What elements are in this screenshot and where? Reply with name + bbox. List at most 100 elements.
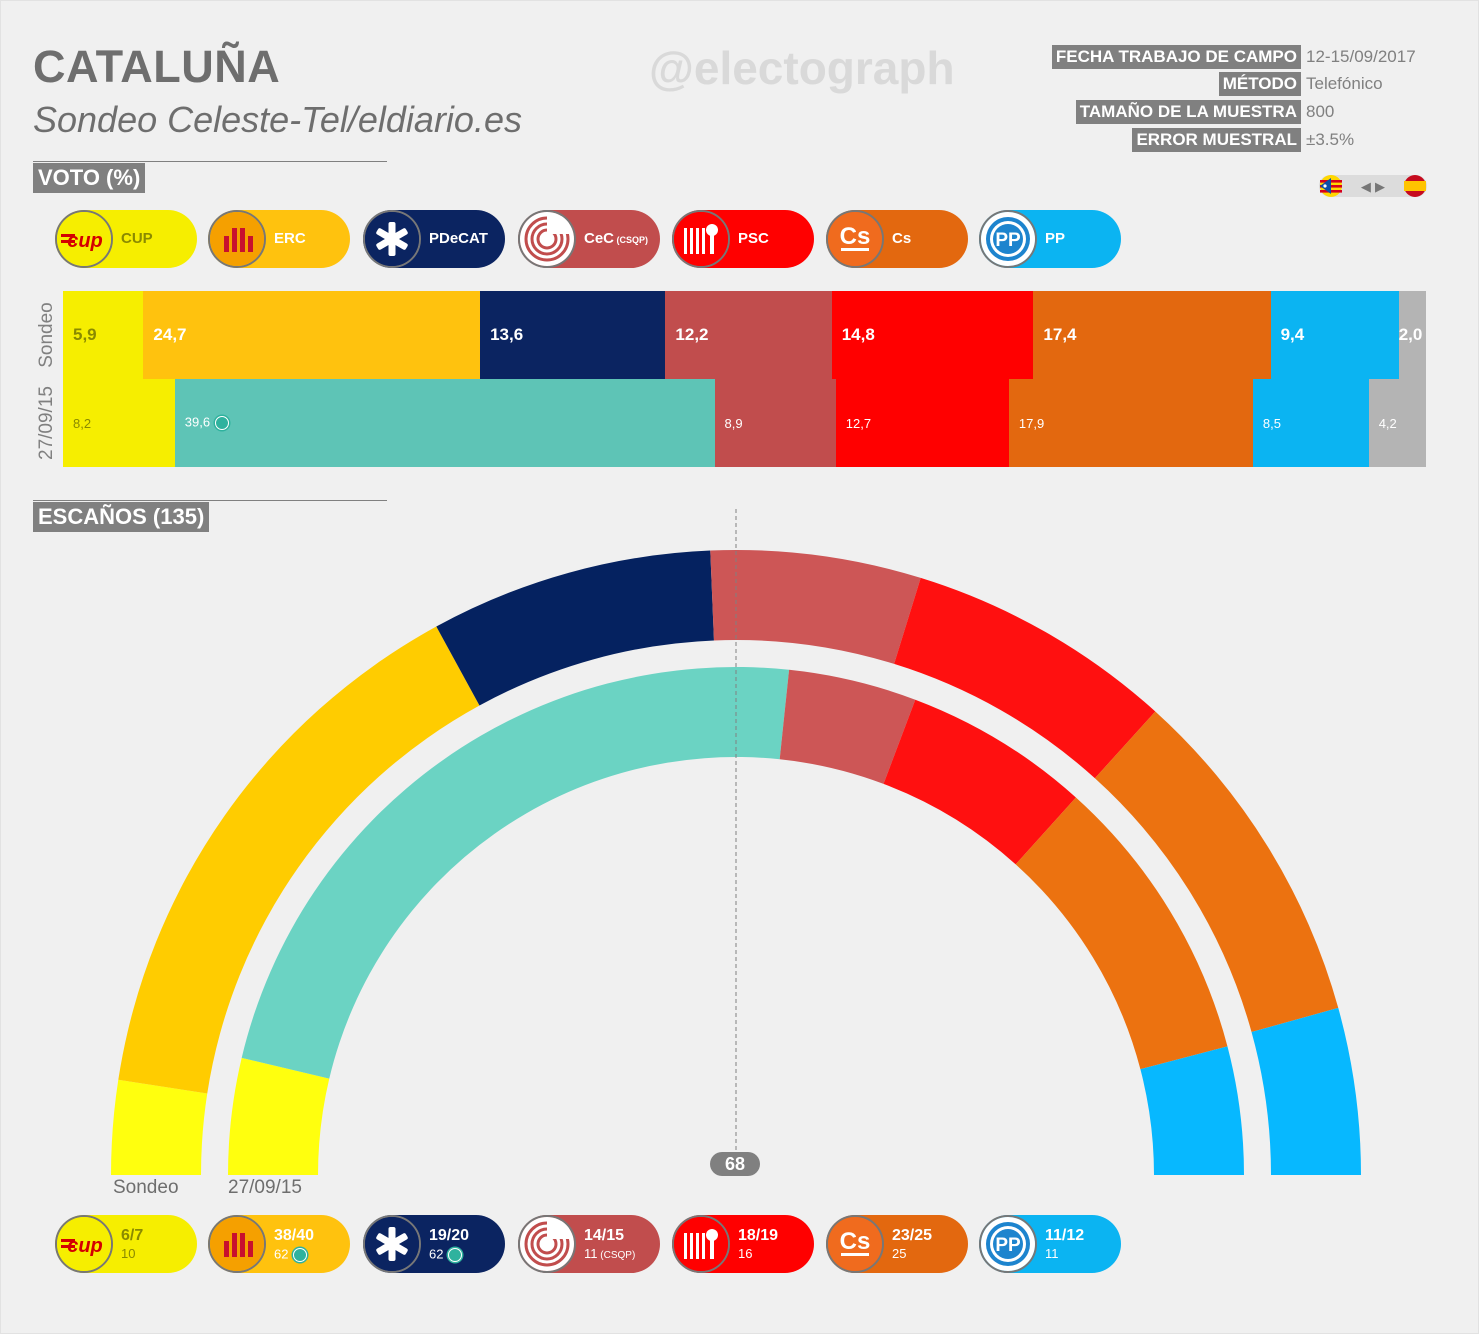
bar-segment-jxsí: 39,6: [174, 379, 715, 467]
seat-range: 19/20: [429, 1227, 470, 1244]
ring-label-sondeo: Sondeo: [113, 1177, 179, 1198]
watermark: @electograph: [649, 42, 955, 94]
legend-label: PDeCAT: [429, 230, 488, 247]
svg-text:Cs: Cs: [840, 1228, 871, 1255]
data-label: 4,2: [1378, 415, 1397, 431]
seat-arc-pp-sondeo: [1251, 1007, 1361, 1175]
svg-text:Cs: Cs: [840, 223, 871, 250]
bar-segment-cup: 8,2: [63, 379, 175, 467]
previous-seats-value: 62: [274, 1246, 289, 1262]
section-divider: [33, 161, 387, 162]
seat-pill-psc: 18/19 16: [672, 1215, 814, 1273]
legend-pill-cs: Cs Cs: [826, 210, 968, 268]
vote-bar-sondeo: 5,9 24,7 13,6 12,2 14,8 17,4 9,4 2,0: [63, 291, 1426, 379]
meta-row-sample: TAMAÑO DE LA MUESTRA 800: [1075, 100, 1418, 124]
seat-arc-pdecat-sondeo: [436, 550, 714, 706]
bar-segment-cs: 17,9: [1008, 379, 1253, 467]
seat-arc-psc-sondeo: [894, 577, 1156, 779]
bar-segment-pp: 9,4: [1270, 291, 1399, 379]
bar-segment-cec: 8,9: [714, 379, 836, 467]
previous-seats-value: 62: [429, 1246, 444, 1262]
page-subtitle: Sondeo Celeste-Tel/eldiario.es: [33, 99, 522, 140]
meta-key: FECHA TRABAJO DE CAMPO: [1051, 45, 1301, 69]
legend-pill-pp: PP PP: [979, 210, 1121, 268]
seat-pill-pp: PP 11/12 11: [979, 1215, 1121, 1273]
previous-seats: 16: [738, 1246, 752, 1261]
legend-label: PSC: [738, 230, 769, 247]
majority-badge: 68: [710, 1152, 760, 1176]
seat-range: 14/15: [584, 1227, 625, 1244]
bar-segment-erc: 24,7: [143, 291, 481, 379]
previous-seats: 25: [892, 1246, 906, 1261]
bar-segment-pp: 8,5: [1252, 379, 1369, 467]
erc-logo-icon: [208, 1215, 266, 1273]
seat-arc-cup-sondeo: [111, 1079, 208, 1175]
seat-range: 6/7: [121, 1227, 144, 1244]
jxs-logo-icon: [213, 414, 231, 432]
legend-label: Cs: [892, 230, 911, 247]
spanish-flag-icon[interactable]: [1404, 175, 1426, 197]
psc-logo-icon: [672, 1215, 730, 1273]
data-label: 14,8: [841, 325, 875, 344]
cec-logo-icon: [518, 1215, 576, 1273]
jxs-logo-icon: [446, 1246, 464, 1264]
data-label: 24,7: [153, 325, 187, 344]
flag-switcher-graphic: ◀ ▶: [1320, 175, 1426, 197]
data-label: 17,9: [1018, 415, 1045, 431]
party-name: PP: [1045, 230, 1066, 247]
data-label: 39,6: [175, 414, 231, 432]
bar-segment-cup: 5,9: [63, 291, 144, 379]
party-name: PDeCAT: [429, 230, 488, 247]
page-title: CATALUÑA: [33, 41, 281, 92]
data-label: 2,0: [1398, 325, 1423, 344]
ring-label-previous: 27/09/15: [228, 1177, 302, 1198]
arrows-icon[interactable]: ◀ ▶: [1361, 180, 1385, 195]
meta-value: 800: [1306, 102, 1335, 121]
bar-segment-cec: 12,2: [665, 291, 832, 379]
data-label: 17,4: [1043, 325, 1077, 344]
party-name: ERC: [274, 230, 306, 247]
seat-arc-cup-previous: [228, 1057, 330, 1175]
seat-arc-psc-previous: [883, 699, 1076, 865]
legend-label: PP: [1045, 230, 1065, 247]
pdecat-logo-icon: [363, 1215, 421, 1273]
seat-pill-cup: cup 6/7 10: [55, 1215, 197, 1273]
meta-row-fieldwork: FECHA TRABAJO DE CAMPO 12-15/09/2017: [1051, 45, 1418, 69]
psc-logo-icon: [672, 210, 730, 268]
party-name: PSC: [738, 230, 769, 247]
legend-pill-pdecat: PDeCAT: [363, 210, 505, 268]
meta-value: ±3.5%: [1306, 130, 1355, 149]
language-switcher[interactable]: ◀ ▶: [1319, 175, 1427, 197]
pdecat-logo-icon: [363, 210, 421, 268]
seat-pill-cs: Cs 23/25 25: [826, 1215, 968, 1273]
pp-logo-icon: PP: [979, 1215, 1037, 1273]
previous-seats: 10: [121, 1246, 135, 1261]
bar-segment-psc: 12,7: [835, 379, 1009, 467]
cec-logo-icon: [518, 210, 576, 268]
party-name: Cs: [892, 230, 912, 247]
data-label: 9,4: [1280, 325, 1305, 344]
previous-seats-sub: (CSQP): [597, 1250, 636, 1261]
seat-pill-pdecat: 19/20 62: [363, 1215, 505, 1273]
data-label: 8,9: [724, 415, 743, 431]
data-label: 8,2: [73, 415, 92, 431]
seat-arc-cec-previous: [779, 669, 916, 784]
previous-seats: 11: [1045, 1246, 1059, 1261]
seat-range: 11/12: [1045, 1227, 1085, 1244]
data-label: 13,6: [490, 325, 524, 344]
previous-seats-value: 11: [1045, 1246, 1059, 1261]
seat-range: 38/40: [274, 1227, 315, 1244]
cup-logo-icon: cup: [55, 210, 113, 268]
bar-segment-other: 2,0: [1398, 291, 1426, 379]
seat-pill-erc: 38/40 62: [208, 1215, 350, 1273]
meta-row-method: MÉTODO Telefónico: [1218, 72, 1418, 96]
meta-key: ERROR MUESTRAL: [1132, 128, 1301, 152]
erc-logo-icon: [208, 210, 266, 268]
data-label: 12,2: [675, 325, 709, 344]
svg-text:PP: PP: [995, 230, 1021, 251]
cup-logo-icon: cup: [55, 1215, 113, 1273]
previous-seats-value: 16: [738, 1246, 753, 1261]
catalan-flag-icon[interactable]: [1320, 175, 1342, 197]
meta-value: Telefónico: [1306, 74, 1383, 93]
seat-range: 23/25: [892, 1227, 933, 1244]
